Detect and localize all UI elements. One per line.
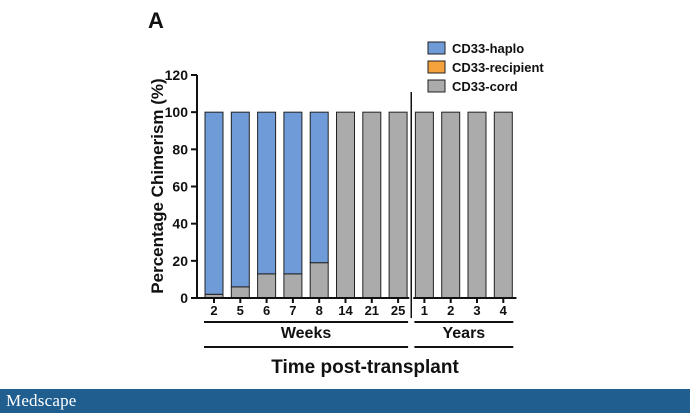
legend: CD33-haplo CD33-recipient CD33-cord xyxy=(427,41,544,94)
chart: A CD33-haplo CD33-recipient CD33-cord 0 20 4… xyxy=(148,8,544,378)
panel-label: A xyxy=(148,8,164,33)
bar-segment xyxy=(257,111,277,275)
group-label: Years xyxy=(442,325,485,342)
y-axis-label: Percentage Chimerism (%) xyxy=(148,78,167,293)
bar-segment xyxy=(388,111,408,299)
legend-swatch xyxy=(427,60,446,74)
bar-segment xyxy=(230,111,250,288)
bar-segment xyxy=(414,111,434,299)
x-tick-label: 5 xyxy=(237,303,244,318)
group-label: Weeks xyxy=(281,325,332,342)
y-tick-label: 40 xyxy=(172,216,188,232)
x-tick-label: 2 xyxy=(447,303,454,318)
medscape-logo: Medscape xyxy=(6,391,77,410)
bar-segment xyxy=(283,273,303,299)
bar-segment xyxy=(257,273,277,299)
x-tick-label: 6 xyxy=(263,303,270,318)
legend-label: CD33-cord xyxy=(452,79,518,94)
bar-segment xyxy=(204,111,224,295)
bar-segment xyxy=(309,111,329,264)
y-tick-label: 120 xyxy=(165,67,189,83)
x-tick-label: 14 xyxy=(338,303,353,318)
x-tick-label: 1 xyxy=(421,303,428,318)
footer-bar: Medscape xyxy=(0,389,690,413)
bar-segment xyxy=(362,111,382,299)
y-tick-label: 20 xyxy=(172,253,188,269)
bar-segment xyxy=(309,262,329,299)
x-tick-label: 7 xyxy=(289,303,296,318)
legend-label: CD33-recipient xyxy=(452,60,544,75)
legend-label: CD33-haplo xyxy=(452,41,524,56)
x-tick-label: 3 xyxy=(473,303,480,318)
legend-swatch xyxy=(427,41,446,55)
y-tick-label: 0 xyxy=(180,290,188,306)
x-tick-label: 21 xyxy=(365,303,379,318)
x-tick-label: 4 xyxy=(500,303,508,318)
x-axis-label: Time post-transplant xyxy=(271,357,459,378)
bar-segment xyxy=(283,111,303,275)
x-tick-label: 2 xyxy=(210,303,217,318)
bar-segment xyxy=(467,111,487,299)
bar-segment xyxy=(493,111,513,299)
bar-segment xyxy=(336,111,355,299)
y-tick-label: 60 xyxy=(172,179,188,195)
bar-segment xyxy=(441,111,461,299)
y-tick-label: 100 xyxy=(165,104,189,120)
x-tick-label: 25 xyxy=(391,303,405,318)
y-tick-label: 80 xyxy=(172,141,188,157)
legend-swatch xyxy=(427,79,446,93)
bar-segment xyxy=(230,286,250,299)
x-tick-label: 8 xyxy=(316,303,323,318)
